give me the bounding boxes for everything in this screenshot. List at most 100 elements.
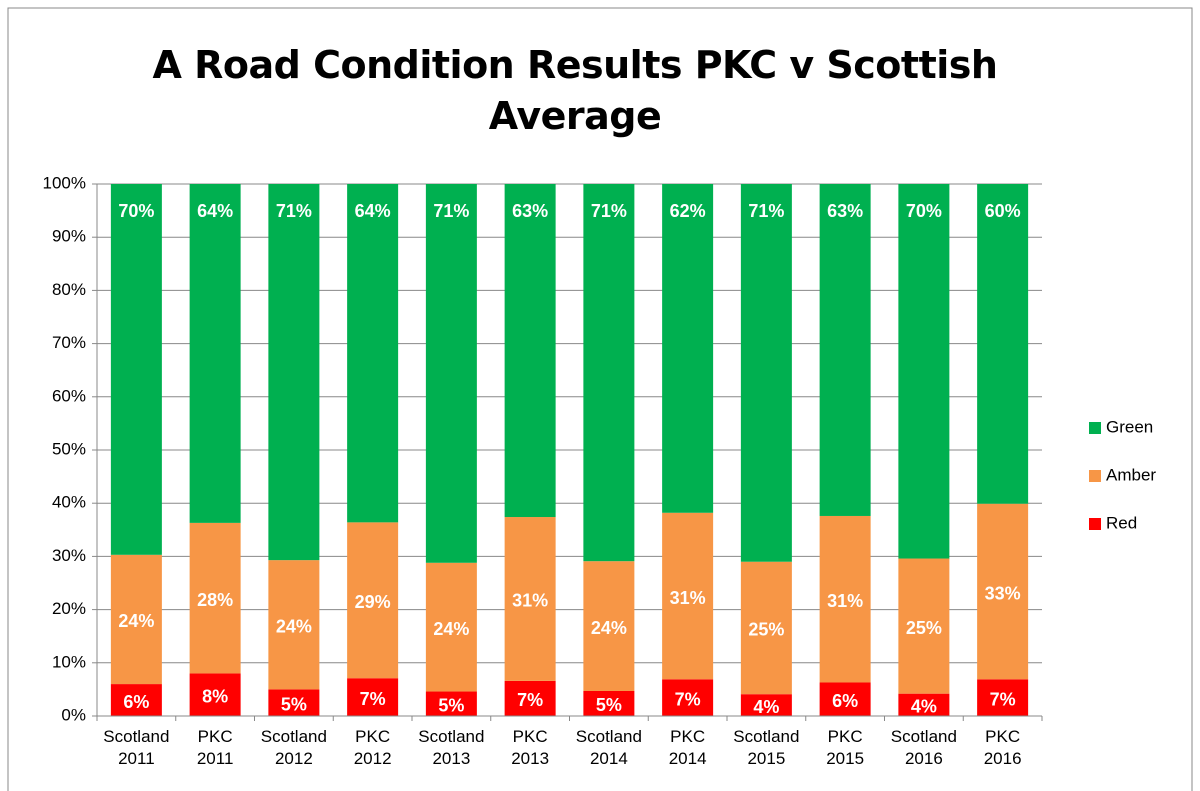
y-tick-label: 80% xyxy=(52,280,86,299)
bar-segment xyxy=(504,184,556,518)
bar-segment xyxy=(110,684,162,716)
data-label: 4% xyxy=(911,697,937,717)
bar-segment xyxy=(268,560,320,690)
y-tick-label: 40% xyxy=(52,493,86,512)
data-label: 63% xyxy=(512,201,548,221)
data-label: 31% xyxy=(512,591,548,611)
chart-title: A Road Condition Results PKC v Scottish … xyxy=(152,43,998,138)
data-label: 71% xyxy=(748,201,784,221)
data-label: 25% xyxy=(748,620,784,640)
bar-segment xyxy=(740,184,792,562)
x-tick-label: Scotland 2013 xyxy=(418,727,484,768)
data-label: 5% xyxy=(281,694,307,714)
bar-segment xyxy=(662,184,714,513)
data-label: 33% xyxy=(985,583,1021,603)
bar-segment xyxy=(583,690,635,716)
bar-segment xyxy=(504,517,556,681)
bar-segment xyxy=(977,679,1029,716)
data-label: 60% xyxy=(985,201,1021,221)
bar-segment xyxy=(425,184,477,563)
data-label: 25% xyxy=(906,618,942,638)
data-label: 24% xyxy=(276,617,312,637)
y-tick-label: 60% xyxy=(52,386,86,405)
x-tick-label: PKC 2012 xyxy=(354,727,392,768)
bar-segment xyxy=(740,561,792,695)
data-label: 24% xyxy=(591,618,627,638)
legend-label: Red xyxy=(1106,513,1137,532)
data-label: 64% xyxy=(355,201,391,221)
bar-segment xyxy=(504,680,556,716)
legend-swatch xyxy=(1089,518,1101,530)
data-label: 4% xyxy=(753,697,779,717)
data-label: 7% xyxy=(675,689,701,709)
x-tick-label: Scotland 2016 xyxy=(891,727,957,768)
data-label: 71% xyxy=(276,201,312,221)
bar-segment xyxy=(583,561,635,691)
x-tick-label: PKC 2016 xyxy=(984,727,1022,768)
data-label: 63% xyxy=(827,201,863,221)
bar-segment xyxy=(425,562,477,692)
x-tick-label: PKC 2011 xyxy=(197,727,234,768)
data-label: 28% xyxy=(197,590,233,610)
bar-segment xyxy=(110,554,162,685)
legend-swatch xyxy=(1089,422,1101,434)
legend-swatch xyxy=(1089,470,1101,482)
x-tick-label: Scotland 2012 xyxy=(261,727,327,768)
y-tick-label: 0% xyxy=(61,705,86,724)
bar-segment xyxy=(898,184,950,559)
data-label: 7% xyxy=(517,690,543,710)
bar-segment xyxy=(977,503,1029,680)
data-label: 71% xyxy=(433,201,469,221)
data-label: 70% xyxy=(906,201,942,221)
bar-segment xyxy=(898,693,950,716)
data-label: 29% xyxy=(355,592,391,612)
bar-segment xyxy=(819,682,871,716)
bar-segment xyxy=(347,522,399,679)
y-tick-label: 70% xyxy=(52,333,86,352)
bar-segment xyxy=(977,184,1029,504)
y-tick-label: 90% xyxy=(52,227,86,246)
y-tick-label: 20% xyxy=(52,599,86,618)
bar-segment xyxy=(583,184,635,562)
bar-segment xyxy=(425,691,477,716)
y-tick-label: 10% xyxy=(52,652,86,671)
bar-segment xyxy=(189,184,241,523)
data-label: 5% xyxy=(438,696,464,716)
bar-segment xyxy=(189,522,241,674)
bar-segment xyxy=(662,512,714,680)
data-label: 5% xyxy=(596,695,622,715)
legend-label: Green xyxy=(1106,417,1153,436)
x-tick-label: PKC 2014 xyxy=(669,727,707,768)
bar-segment xyxy=(819,515,871,683)
data-label: 31% xyxy=(670,588,706,608)
data-label: 31% xyxy=(827,591,863,611)
bar-segment xyxy=(662,679,714,716)
data-label: 7% xyxy=(990,689,1016,709)
bar-segment xyxy=(740,694,792,716)
data-label: 6% xyxy=(832,691,858,711)
bar-segment xyxy=(268,184,320,561)
bar-segment xyxy=(898,558,950,694)
data-label: 64% xyxy=(197,201,233,221)
y-tick-label: 30% xyxy=(52,546,86,565)
data-label: 24% xyxy=(433,619,469,639)
data-label: 71% xyxy=(591,201,627,221)
bar-segment xyxy=(347,184,399,523)
data-label: 6% xyxy=(123,692,149,712)
data-label: 24% xyxy=(118,611,154,631)
x-tick-label: PKC 2015 xyxy=(826,727,864,768)
bar-segment xyxy=(347,678,399,716)
x-tick-label: PKC 2013 xyxy=(511,727,549,768)
legend-label: Amber xyxy=(1106,465,1156,484)
data-label: 8% xyxy=(202,686,228,706)
bar-segment xyxy=(268,689,320,716)
data-label: 70% xyxy=(118,201,154,221)
x-tick-label: Scotland 2015 xyxy=(733,727,799,768)
x-tick-label: Scotland 2011 xyxy=(103,727,169,768)
bar-segment xyxy=(189,673,241,716)
x-tick-label: Scotland 2014 xyxy=(576,727,642,768)
data-label: 62% xyxy=(670,201,706,221)
bar-segment xyxy=(819,184,871,516)
